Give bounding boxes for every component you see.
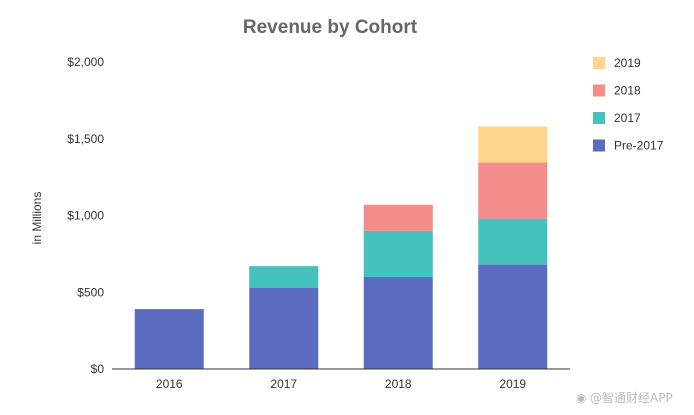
chart-title: Revenue by Cohort xyxy=(243,17,418,38)
watermark: ◉ @智通财经APP xyxy=(576,390,673,405)
legend-swatch xyxy=(593,112,605,124)
y-axis-ticks: $0 $500 $1,000 $1,500 $2,000 xyxy=(67,55,104,376)
bars xyxy=(134,126,548,369)
legend-swatch xyxy=(593,139,605,152)
bar-segment xyxy=(478,218,548,265)
bar-segment xyxy=(363,230,433,277)
legend: 2019 2018 2017 Pre-2017 xyxy=(593,56,664,153)
y-tick-label: $2,000 xyxy=(67,55,104,69)
x-tick-label: 2016 xyxy=(156,377,183,391)
legend-label: 2018 xyxy=(614,84,641,98)
x-tick-label: 2019 xyxy=(499,377,526,391)
weibo-icon: ◉ xyxy=(576,391,586,405)
bar-segment xyxy=(478,162,548,219)
y-tick-label: $1,000 xyxy=(67,209,104,223)
watermark-text: @智通财经APP xyxy=(590,390,673,405)
x-tick-label: 2018 xyxy=(385,377,412,391)
y-tick-label: $0 xyxy=(91,362,105,376)
bar-segment xyxy=(478,264,548,369)
x-axis-ticks: 2016 2017 2018 2019 xyxy=(156,377,527,391)
legend-label: 2017 xyxy=(614,111,641,125)
legend-swatch xyxy=(593,57,605,69)
bar-segment xyxy=(134,309,204,369)
bar-segment xyxy=(249,287,319,369)
bar-segment xyxy=(478,126,548,163)
x-tick-label: 2017 xyxy=(270,377,297,391)
legend-label: Pre-2017 xyxy=(614,139,664,153)
legend-label: 2019 xyxy=(614,56,641,70)
bar-segment xyxy=(363,276,433,369)
y-axis-label: in Millions xyxy=(30,192,44,245)
y-tick-label: $1,500 xyxy=(67,132,104,146)
bar-segment xyxy=(363,204,433,231)
bar-segment xyxy=(249,266,319,288)
legend-swatch xyxy=(593,84,605,97)
y-tick-label: $500 xyxy=(77,285,104,299)
